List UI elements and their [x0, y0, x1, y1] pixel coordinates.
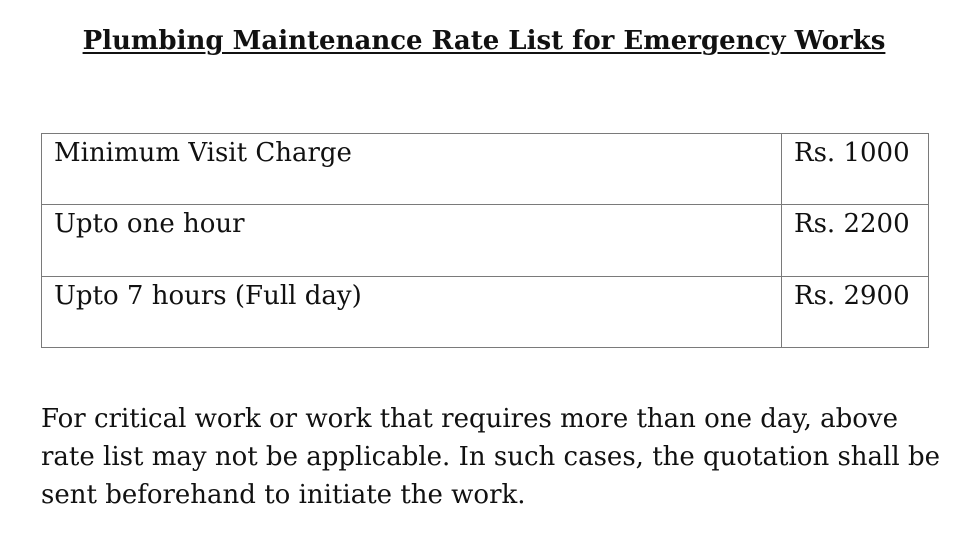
rate-amount: Rs. 1000 — [781, 132, 929, 206]
applicability-note: For critical work or work that requires … — [41, 404, 940, 510]
rate-description: Upto one hour — [41, 204, 782, 277]
table-row: Upto one hour Rs. 2200 — [41, 204, 929, 277]
table-row: Minimum Visit Charge Rs. 1000 — [41, 132, 929, 206]
page-title: Plumbing Maintenance Rate List for Emerg… — [82, 26, 886, 56]
rate-amount: Rs. 2200 — [781, 204, 929, 277]
rate-table: Minimum Visit Charge Rs. 1000 Upto one h… — [41, 132, 929, 349]
rate-amount: Rs. 2900 — [781, 275, 929, 349]
table-row: Upto 7 hours (Full day) Rs. 2900 — [41, 275, 929, 349]
rate-description: Minimum Visit Charge — [41, 132, 782, 206]
rate-description: Upto 7 hours (Full day) — [41, 275, 782, 349]
